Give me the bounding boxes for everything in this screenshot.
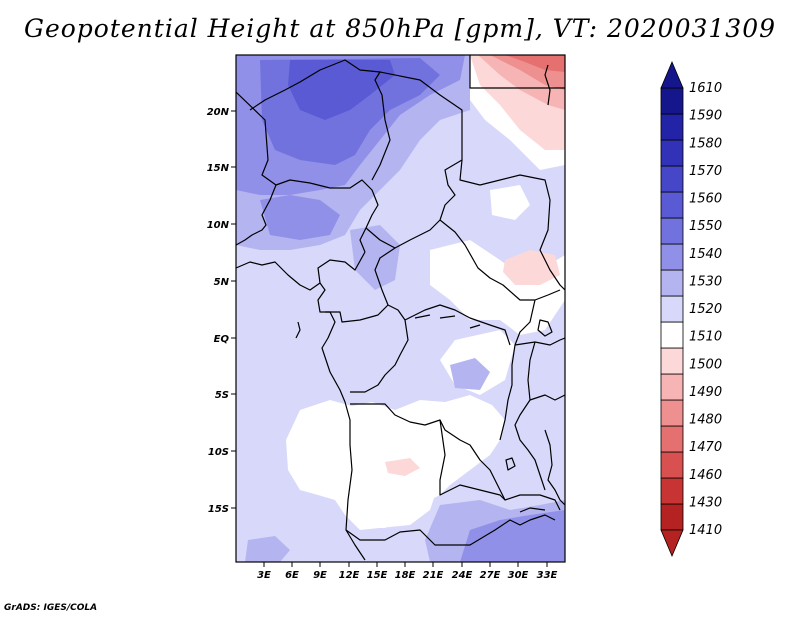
colorbar-segment xyxy=(660,191,684,219)
lat-label: 5N xyxy=(214,277,230,288)
lat-label: 15N xyxy=(207,163,230,174)
field-1510-sudan xyxy=(490,185,530,220)
colorbar-level-label: 1550 xyxy=(689,219,722,234)
colorbar-segment xyxy=(660,269,684,297)
colorbar-level-label: 1530 xyxy=(689,274,722,289)
colorbar-segment xyxy=(660,503,684,531)
lon-label: 6E xyxy=(285,570,299,581)
colorbar-level-label: 1500 xyxy=(689,357,722,372)
colorbar-segment xyxy=(660,451,684,479)
colorbar-level-label: 1540 xyxy=(689,247,722,262)
field-1500-east xyxy=(503,250,560,285)
colorbar-segment xyxy=(660,87,684,115)
field-1540-nigeria xyxy=(260,195,340,240)
lon-label: 33E xyxy=(537,570,558,581)
lon-label: 27E xyxy=(480,570,501,581)
colorbar-segment xyxy=(660,373,684,401)
colorbar-level-label: 1470 xyxy=(689,440,722,455)
colorbar-segment xyxy=(660,113,684,141)
field-1530-drc xyxy=(450,358,490,390)
colorbar-level-label: 1410 xyxy=(689,523,722,538)
colorbar-level-label: 1460 xyxy=(689,468,722,483)
height-field xyxy=(236,55,565,562)
colorbar-level-label: 1610 xyxy=(689,81,722,96)
lon-label: 12E xyxy=(339,570,360,581)
colorbar-level-label: 1570 xyxy=(689,164,722,179)
lon-label: 3E xyxy=(257,570,271,581)
lon-label: 30E xyxy=(508,570,529,581)
colorbar-segment xyxy=(660,321,684,349)
lat-label: 10N xyxy=(207,220,230,231)
colorbar-segment xyxy=(660,399,684,427)
colorbar-level-label: 1490 xyxy=(689,385,722,400)
lat-axis: 20N 15N 10N 5N EQ 5S 10S 15S xyxy=(207,107,236,515)
lon-label: 9E xyxy=(313,570,327,581)
colorbar-segment xyxy=(660,477,684,505)
lon-label: 15E xyxy=(367,570,388,581)
colorbar-bottom-arrow xyxy=(660,529,684,558)
lon-axis: 3E 6E 9E 12E 15E 18E 21E 24E 27E 30E 33E xyxy=(257,562,558,581)
map-frame xyxy=(235,54,566,563)
field-1470 xyxy=(505,55,565,72)
colorbar-level-label: 1580 xyxy=(689,136,722,151)
colorbar-segment xyxy=(660,425,684,453)
lat-label: 20N xyxy=(207,107,230,118)
field-1510-car xyxy=(430,240,565,335)
colorbar-segment xyxy=(660,217,684,245)
colorbar-level-label: 1430 xyxy=(689,495,722,510)
colorbar-segment xyxy=(660,139,684,167)
lon-label: 18E xyxy=(395,570,416,581)
field-1530-cameroon xyxy=(350,225,400,290)
field-1560 xyxy=(288,60,395,120)
colorbar-level-label: 1520 xyxy=(689,302,722,317)
colorbar: 1610 1590 1580 1570 1560 1550 1540 1530 1520 1510… xyxy=(660,60,722,558)
lat-label: 10S xyxy=(208,447,229,458)
country-borders xyxy=(236,55,565,561)
field-1530-sw xyxy=(245,536,290,562)
lat-label: EQ xyxy=(214,334,230,345)
lat-label: 5S xyxy=(215,390,229,401)
lon-label: 24E xyxy=(452,570,473,581)
colorbar-level-label: 1480 xyxy=(689,413,722,428)
field-1510-angola xyxy=(345,470,440,530)
field-1500-angola xyxy=(385,458,420,476)
colorbar-level-label: 1510 xyxy=(689,330,722,345)
lat-label: 15S xyxy=(208,504,229,515)
colorbar-segment xyxy=(660,347,684,375)
colorbar-level-label: 1560 xyxy=(689,192,722,207)
map-title: Geopotential Height at 850hPa [gpm], VT:… xyxy=(23,14,777,43)
colorbar-top-arrow xyxy=(660,60,684,89)
colorbar-segment xyxy=(660,295,684,323)
field-1540-south xyxy=(460,510,565,562)
grads-credit: GrADS: IGES/COLA xyxy=(4,603,98,613)
lon-label: 21E xyxy=(423,570,444,581)
colorbar-level-label: 1590 xyxy=(689,109,722,124)
colorbar-segment xyxy=(660,165,684,193)
colorbar-segment xyxy=(660,243,684,271)
